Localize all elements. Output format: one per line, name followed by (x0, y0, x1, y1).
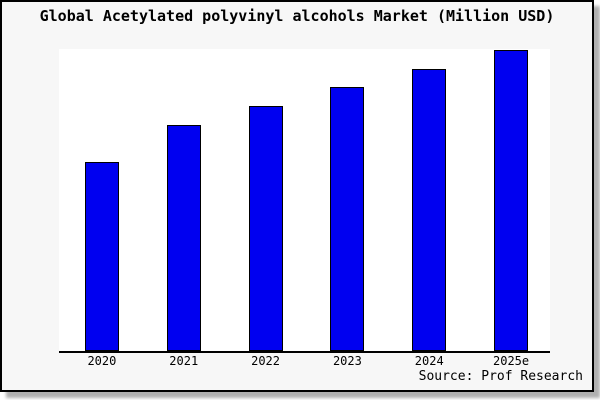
bar-2024 (412, 68, 447, 351)
x-axis-line (59, 351, 550, 353)
bar-2022 (248, 106, 283, 351)
plot-area (59, 49, 550, 351)
x-tick-label-2023: 2023 (332, 354, 362, 368)
source-caption: Source: Prof Research (418, 369, 583, 384)
x-tick-label-2022: 2022 (251, 354, 281, 368)
bar-2025e (494, 49, 529, 351)
bar-2020 (84, 161, 119, 351)
chart-card: Global Acetylated polyvinyl alcohols Mar… (0, 0, 594, 392)
x-tick-label-2021: 2021 (169, 354, 199, 368)
x-tick-label-2025e: 2025e (493, 354, 530, 368)
x-tick-label-2020: 2020 (87, 354, 117, 368)
bar-2021 (166, 125, 201, 351)
x-axis-tick-labels: 2020 2021 2022 2023 2024 2025e (59, 354, 550, 370)
chart-title: Global Acetylated polyvinyl alcohols Mar… (39, 7, 555, 25)
x-tick-label-2024: 2024 (414, 354, 444, 368)
bar-2023 (330, 87, 365, 351)
